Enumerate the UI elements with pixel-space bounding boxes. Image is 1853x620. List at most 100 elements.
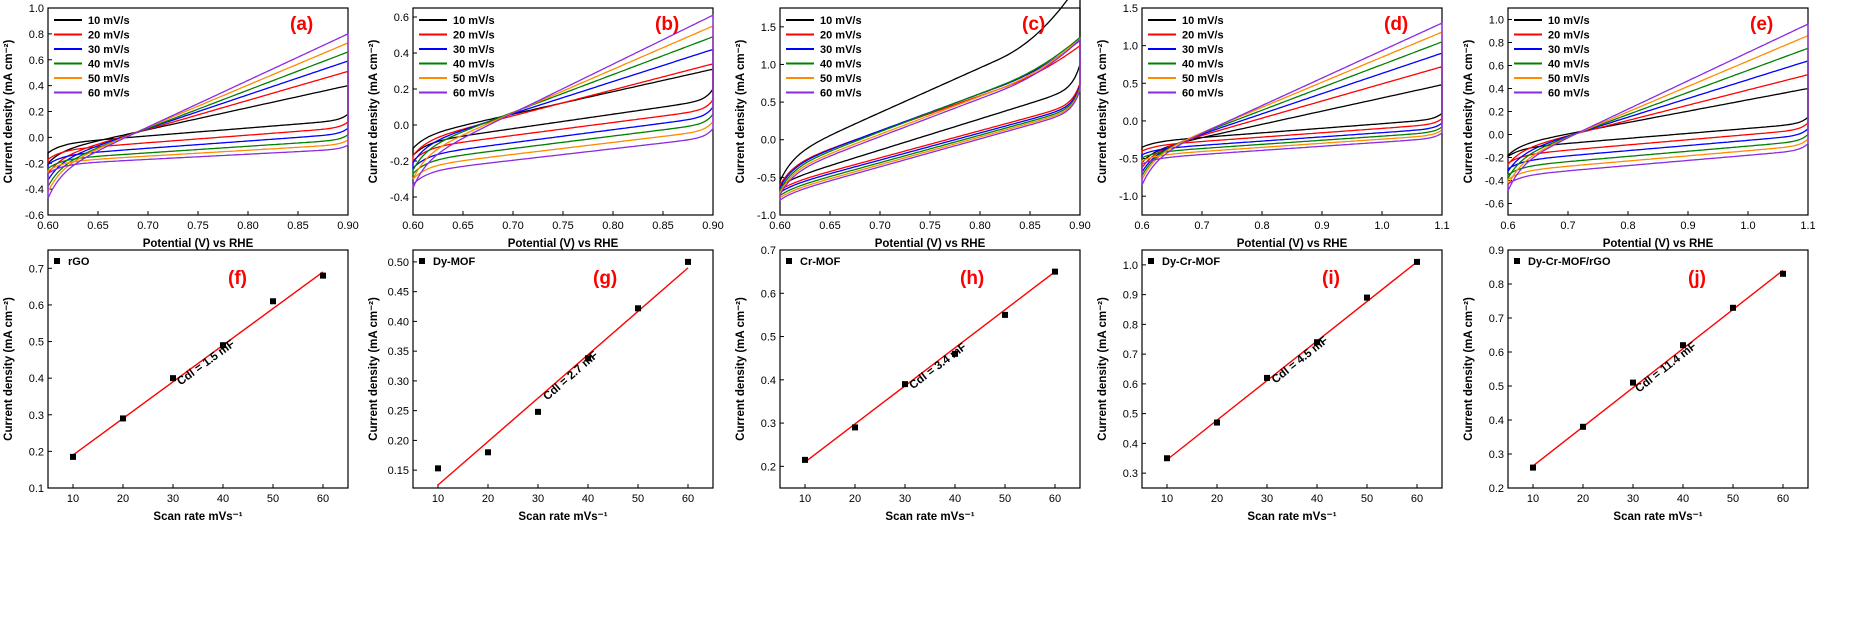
cdl-annotation: Cdl = 1.5 mF <box>175 338 237 388</box>
legend-label: 30 mV/s <box>1182 44 1224 56</box>
x-axis-label: Scan rate mVs⁻¹ <box>153 511 242 523</box>
x-tick-label: 0.6 <box>1134 220 1149 232</box>
y-tick-label: 0.3 <box>1489 449 1504 461</box>
series-line-4 <box>412 35 714 176</box>
data-point <box>1364 294 1370 301</box>
x-tick-label: 30 <box>1627 493 1639 505</box>
x-tick-label: 0.60 <box>769 220 790 232</box>
x-tick-label: 10 <box>799 493 811 505</box>
legend-label: 50 mV/s <box>820 73 862 85</box>
y-tick-label: 0.6 <box>29 300 44 312</box>
x-tick-label: 0.8 <box>1620 220 1635 232</box>
y-tick-label: 0.6 <box>394 12 409 24</box>
x-tick-label: 60 <box>317 493 329 505</box>
x-tick-label: 40 <box>1311 493 1323 505</box>
cdl-annotation: Cdl = 11.4 mF <box>1633 340 1699 395</box>
y-tick-label: 1.0 <box>1489 15 1504 27</box>
x-tick-label: 0.8 <box>1254 220 1269 232</box>
y-tick-label: 0.2 <box>761 461 776 473</box>
x-axis-label: Scan rate mVs⁻¹ <box>1247 511 1336 523</box>
y-tick-label: 0.5 <box>1123 409 1138 421</box>
y-tick-label: -0.6 <box>1485 199 1504 211</box>
y-tick-label: 0.4 <box>394 48 409 60</box>
x-tick-label: 0.60 <box>37 220 58 232</box>
x-tick-label: 0.85 <box>1019 220 1040 232</box>
data-point <box>1164 455 1170 462</box>
x-tick-label: 0.80 <box>969 220 990 232</box>
legend-label: 10 mV/s <box>1182 15 1224 27</box>
x-tick-label: 1.0 <box>1374 220 1389 232</box>
y-tick-label: 0.6 <box>1489 61 1504 73</box>
legend-label: Dy-Cr-MOF <box>1162 256 1220 268</box>
x-tick-label: 40 <box>1677 493 1689 505</box>
y-tick-label: 0.0 <box>29 132 44 144</box>
y-tick-label: -0.4 <box>390 192 409 204</box>
x-axis-label: Potential (V) vs RHE <box>875 238 986 250</box>
x-tick-label: 0.9 <box>1680 220 1695 232</box>
y-tick-label: 0.4 <box>29 81 44 93</box>
legend-label: 60 mV/s <box>453 88 495 100</box>
x-tick-label: 60 <box>1049 493 1061 505</box>
x-tick-label: 0.65 <box>819 220 840 232</box>
y-tick-label: 0.2 <box>394 84 409 96</box>
x-axis-label: Potential (V) vs RHE <box>1603 238 1714 250</box>
x-tick-label: 50 <box>632 493 644 505</box>
x-tick-label: 20 <box>117 493 129 505</box>
y-tick-label: 0.6 <box>1489 347 1504 359</box>
x-tick-label: 0.70 <box>869 220 890 232</box>
legend-label: 20 mV/s <box>820 30 862 42</box>
legend-label: 10 mV/s <box>820 15 862 27</box>
data-point <box>120 415 126 422</box>
series-line-6 <box>412 14 714 189</box>
data-point <box>485 449 491 456</box>
y-tick-label: 0.0 <box>1123 116 1138 128</box>
y-tick-label: 0.9 <box>1123 290 1138 302</box>
y-tick-label: 1.0 <box>761 59 776 71</box>
x-tick-label: 50 <box>267 493 279 505</box>
x-tick-label: 10 <box>67 493 79 505</box>
x-tick-label: 0.75 <box>552 220 573 232</box>
x-axis-label: Potential (V) vs RHE <box>143 238 254 250</box>
plot-frame <box>1507 249 1809 489</box>
legend-label: 60 mV/s <box>1548 88 1590 100</box>
x-tick-label: 50 <box>999 493 1011 505</box>
cdl-annotation: Cdl = 3.4 mF <box>907 341 968 392</box>
x-axis-label: Scan rate mVs⁻¹ <box>518 511 607 523</box>
legend-label: 50 mV/s <box>1548 73 1590 85</box>
y-tick-label: 0.0 <box>761 135 776 147</box>
y-tick-label: 0.5 <box>1489 381 1504 393</box>
data-point <box>220 342 226 349</box>
legend-marker <box>786 258 792 264</box>
plot-frame <box>1141 249 1443 489</box>
x-tick-label: 30 <box>1261 493 1273 505</box>
panel-j: 10 20 30 40 50 60 0.2 0.3 0.4 0.5 0.6 0.7 0.8 0.9 Scan… <box>1463 245 1809 523</box>
legend-label: 60 mV/s <box>1182 88 1224 100</box>
fit-line <box>72 271 324 456</box>
y-axis-label: Current density (mA cm⁻²) <box>1463 297 1475 441</box>
data-point <box>70 453 76 460</box>
y-tick-label: 0.50 <box>388 257 409 269</box>
series-line-6 <box>1507 23 1809 192</box>
y-tick-label: 0.3 <box>29 410 44 422</box>
x-tick-label: 20 <box>849 493 861 505</box>
y-tick-label: 0.4 <box>1489 415 1504 427</box>
legend-label: 20 mV/s <box>1548 30 1590 42</box>
y-tick-label: 1.5 <box>1123 3 1138 15</box>
data-point <box>1314 339 1320 346</box>
y-axis-label: Current density (mA cm⁻²) <box>1463 40 1475 184</box>
legend-label: Cr-MOF <box>800 256 841 268</box>
series-line-6 <box>47 32 349 199</box>
x-tick-label: 0.9 <box>1314 220 1329 232</box>
x-tick-label: 0.60 <box>402 220 423 232</box>
y-tick-label: -0.6 <box>25 210 44 222</box>
data-point <box>1052 268 1058 275</box>
x-tick-label: 1.1 <box>1434 220 1449 232</box>
y-axis-label: Current density (mA cm⁻²) <box>3 40 15 184</box>
legend-label: 10 mV/s <box>453 15 495 27</box>
x-axis-label: Potential (V) vs RHE <box>1237 238 1348 250</box>
legend-label: 40 mV/s <box>453 59 495 71</box>
x-axis-label: Scan rate mVs⁻¹ <box>1613 511 1702 523</box>
legend-label: 40 mV/s <box>820 59 862 71</box>
legend-label: Dy-MOF <box>433 256 475 268</box>
